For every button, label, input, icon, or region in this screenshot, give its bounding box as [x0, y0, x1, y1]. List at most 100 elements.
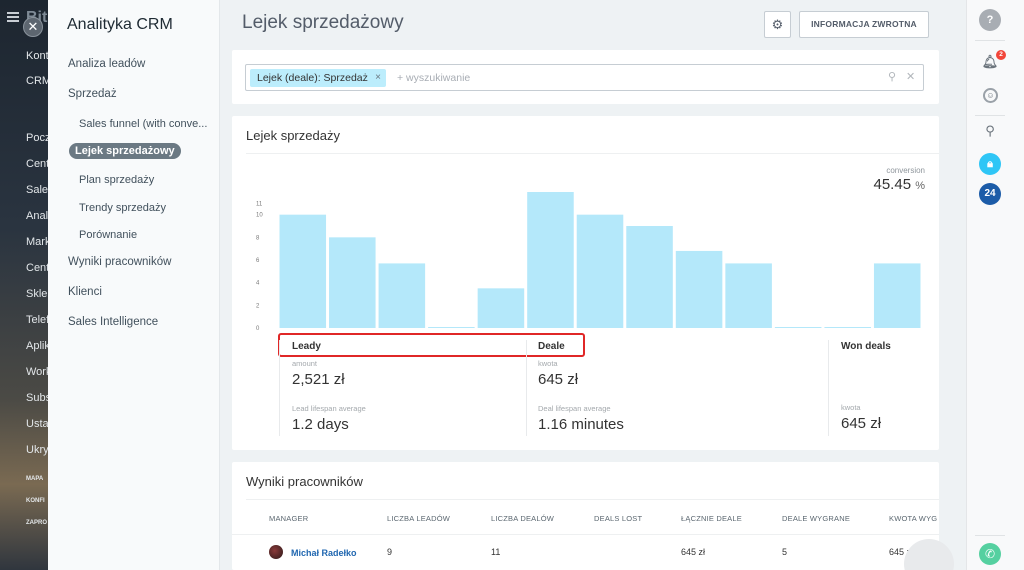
chip-remove-icon[interactable]: ×	[375, 72, 381, 83]
feedback-button[interactable]: INFORMACJA ZWROTNA	[799, 11, 929, 38]
column-header[interactable]: ŁĄCZNIE DEALE	[681, 514, 742, 523]
bitrix24-icon[interactable]: 24	[979, 183, 1001, 205]
sidebar-item-sales-funnel-conversion[interactable]: Sales funnel (with conve...	[79, 118, 208, 130]
funnel-bar[interactable]	[873, 263, 921, 328]
total-deals-cell: 645 zł	[681, 547, 706, 557]
bg-footer-link[interactable]: KONFI	[26, 498, 45, 504]
notification-badge: 2	[996, 50, 1006, 60]
sidebar-item-comparison[interactable]: Porównanie	[79, 229, 138, 241]
y-tick-label: 2	[256, 303, 260, 309]
column-header[interactable]: DEALE WYGRANE	[782, 514, 851, 523]
hamburger-menu-icon[interactable]	[7, 12, 19, 22]
bg-menu-item[interactable]: Cent	[26, 262, 48, 274]
crm-analytics-panel: Analityka CRM Analiza leadów Sprzedaż Sa…	[48, 0, 1014, 570]
won-amount-value: 645 zł	[841, 415, 882, 432]
funnel-bar[interactable]	[725, 263, 772, 328]
toolbar-separator	[975, 40, 1005, 41]
page-title: Lejek sprzedażowy	[242, 12, 404, 33]
funnel-bar[interactable]	[527, 192, 574, 328]
manager-link[interactable]: Michał Radełko	[291, 548, 357, 558]
bg-menu-item[interactable]: CRM	[26, 75, 48, 87]
funnel-bar[interactable]	[576, 214, 624, 328]
funnel-bar[interactable]	[626, 226, 673, 328]
conversion-value: 45.45 %	[874, 176, 926, 193]
deals-count-cell: 11	[491, 547, 501, 557]
column-header[interactable]: KWOTA WYG	[889, 514, 938, 523]
section-divider	[828, 340, 829, 436]
divider	[246, 153, 939, 154]
row-separator	[232, 534, 939, 535]
sidebar-title: Analityka CRM	[67, 16, 173, 33]
funnel-bar[interactable]	[824, 327, 871, 328]
y-tick-label: 11	[256, 201, 263, 207]
funnel-bar[interactable]	[378, 263, 426, 328]
y-tick-label: 6	[256, 258, 260, 264]
divider	[246, 499, 939, 500]
bg-menu-item[interactable]: Pocz	[26, 132, 48, 144]
leads-lifespan-value: 1.2 days	[292, 416, 349, 433]
bg-menu-item[interactable]: Anali	[26, 210, 48, 222]
y-tick-label: 10	[256, 213, 263, 219]
sidebar-item-employee-results[interactable]: Wyniki pracowników	[68, 256, 172, 268]
settings-button[interactable]: ⚙	[764, 11, 791, 38]
column-header[interactable]: DEALS LOST	[594, 514, 643, 523]
bg-menu-item[interactable]: Kont	[26, 50, 48, 62]
search-input-placeholder[interactable]: + wyszukiwanie	[397, 72, 471, 84]
conversion-number: 45.45	[873, 176, 912, 193]
bg-menu-item[interactable]: Sales	[26, 184, 48, 196]
sidebar-item-sales-plan[interactable]: Plan sprzedaży	[79, 174, 155, 186]
sidebar-item-sales-trends[interactable]: Trendy sprzedaży	[79, 202, 167, 214]
funnel-bar[interactable]	[477, 288, 525, 328]
sidebar-item-sales-intelligence[interactable]: Sales Intelligence	[68, 316, 159, 328]
funnel-bar-chart: 0 2 4 6 8 10 11	[256, 192, 921, 332]
bg-menu-item[interactable]: Subs	[26, 392, 48, 404]
toolbar-separator	[975, 535, 1005, 536]
bg-menu-item[interactable]: Cent	[26, 158, 48, 170]
conversion-unit: %	[915, 180, 925, 192]
search-icon[interactable]: ⚲	[985, 123, 995, 138]
phone-icon[interactable]: ✆	[979, 543, 1001, 565]
bg-menu-item[interactable]: Ukry	[26, 444, 48, 456]
bell-icon[interactable]: 🔔︎	[981, 54, 999, 69]
search-icon[interactable]: ⚲	[888, 71, 897, 83]
bg-menu-item[interactable]: Mark	[26, 236, 48, 248]
bg-menu-item[interactable]: Telef	[26, 314, 48, 326]
won-amount-label: kwota	[841, 403, 861, 412]
sidebar-item-clients[interactable]: Klienci	[68, 286, 102, 298]
close-icon: ✕	[27, 19, 39, 34]
chat-icon[interactable]: ☺	[983, 88, 998, 103]
leads-count-cell: 9	[387, 547, 393, 557]
gear-icon: ⚙	[771, 17, 784, 32]
bg-menu-item[interactable]: Usta	[26, 418, 48, 430]
funnel-bar[interactable]	[329, 237, 376, 328]
conversion-label: conversion	[886, 166, 925, 175]
bg-menu-item[interactable]: Sklep	[26, 288, 48, 300]
sidebar-item-sales[interactable]: Sprzedaż	[68, 88, 117, 100]
lock-icon[interactable]: 🔒︎	[979, 153, 1001, 175]
filter-search-box[interactable]: Lejek (deale): Sprzedaż × + wyszukiwanie…	[245, 64, 924, 91]
section-divider	[526, 340, 527, 436]
column-header[interactable]: MANAGER	[269, 514, 309, 523]
won-amount-cell: 645 zł	[889, 547, 914, 557]
bg-menu-item[interactable]: Work	[26, 366, 48, 378]
leads-lifespan-label: Lead lifespan average	[292, 404, 366, 413]
table-scroll-arrow-button[interactable]	[904, 539, 954, 570]
funnel-title: Lejek sprzedaży	[246, 128, 340, 143]
funnel-bar[interactable]	[675, 250, 723, 328]
filter-chip-label: Lejek (deale): Sprzedaż	[257, 72, 368, 84]
sidebar-item-sales-funnel-active[interactable]: Lejek sprzedażowy	[69, 143, 181, 159]
leads-amount-value: 2,521 zł	[292, 371, 345, 388]
close-panel-button[interactable]: ✕	[23, 17, 43, 37]
filter-chip[interactable]: Lejek (deale): Sprzedaż ×	[250, 69, 386, 87]
bg-footer-link[interactable]: ZAPRO	[26, 520, 47, 526]
bg-menu-item[interactable]: Aplik	[26, 340, 48, 352]
funnel-bar[interactable]	[279, 214, 327, 328]
funnel-bar[interactable]	[774, 327, 822, 328]
help-icon[interactable]: ?	[979, 9, 1001, 31]
funnel-bar[interactable]	[428, 327, 475, 328]
clear-filter-icon[interactable]: ✕	[906, 71, 916, 83]
column-header[interactable]: LICZBA DEALÓW	[491, 514, 555, 523]
column-header[interactable]: LICZBA LEADÓW	[387, 514, 451, 523]
bg-footer-link[interactable]: MAPA	[26, 476, 44, 482]
sidebar-item-leads-analysis[interactable]: Analiza leadów	[68, 58, 146, 70]
